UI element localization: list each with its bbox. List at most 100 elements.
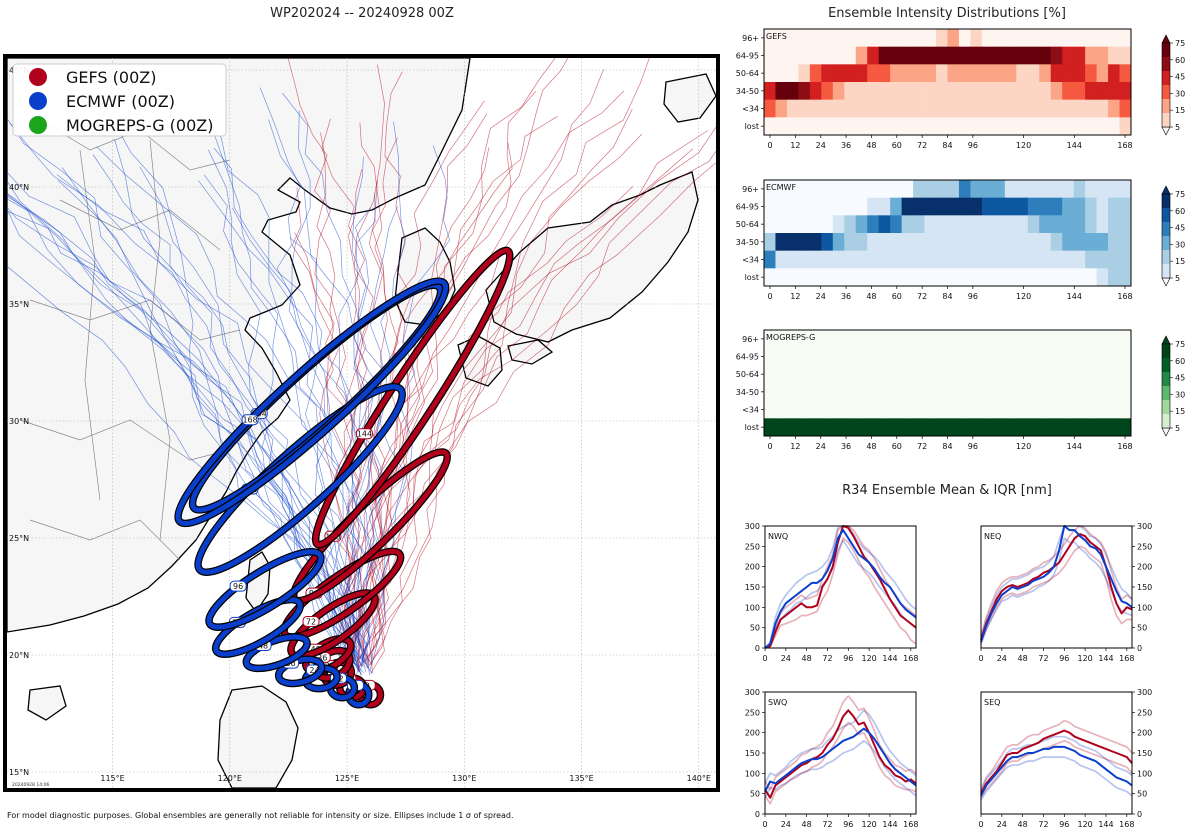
- colorbar-frame: [1161, 42, 1171, 128]
- heatmap-cell: [1027, 46, 1040, 65]
- heatmap-cell: [1027, 365, 1040, 384]
- heatmap-cell: [1050, 117, 1063, 136]
- heatmap-cell: [924, 268, 937, 287]
- heatmap-cell: [1016, 46, 1029, 65]
- heatmap-cell: [1119, 197, 1132, 216]
- colorbar-min-arrow: [1161, 126, 1171, 136]
- gefs-member-tracks: [287, 58, 716, 677]
- r34-x-label: 48: [1018, 820, 1028, 829]
- colorbar-label: 5: [1175, 424, 1180, 433]
- heatmap-cell: [832, 365, 845, 384]
- heatmap-cell: [821, 29, 834, 48]
- heatmap-cell: [1085, 117, 1097, 136]
- heatmap-cell: [1039, 64, 1052, 83]
- heatmap-cell: [958, 400, 971, 419]
- heatmap-x-label: 96: [968, 442, 978, 451]
- heatmap-cell: [1016, 64, 1029, 83]
- heatmap-cell: [855, 365, 868, 384]
- heatmap-y-label: 96+: [742, 185, 759, 194]
- heatmap-cell: [1016, 347, 1029, 366]
- heatmap-cell: [786, 215, 799, 234]
- heatmap-cell: [913, 215, 925, 234]
- heatmap-cell: [821, 46, 834, 65]
- r34-x-label: 144: [882, 654, 897, 663]
- heatmap-cell: [901, 180, 914, 199]
- heatmap-cell: [970, 383, 983, 402]
- r34-y-label: 200: [745, 563, 760, 572]
- heatmap-cell: [775, 99, 788, 118]
- heatmap-cell: [981, 233, 994, 252]
- r34-y-label: 100: [745, 769, 760, 778]
- r34-series-gefs-iqr-low: [764, 721, 917, 805]
- heatmap-cell: [1073, 29, 1086, 48]
- heatmap-cell: [924, 197, 937, 216]
- hainan: [27, 685, 67, 721]
- heatmap-cell: [958, 117, 971, 136]
- lat-label: 15°N: [9, 768, 29, 777]
- heatmap-x-label: 120: [1016, 141, 1031, 150]
- heatmap-cell: [947, 365, 960, 384]
- heatmap-cell: [913, 117, 925, 136]
- heatmap-cell: [1096, 347, 1109, 366]
- r34-x-label: 120: [861, 654, 876, 663]
- heatmap-cell: [1039, 117, 1052, 136]
- heatmap-panel-label: GEFS: [766, 32, 787, 41]
- r34-x-label: 24: [781, 654, 791, 663]
- heatmap-cell: [890, 418, 903, 437]
- heatmap-cell: [821, 233, 834, 252]
- heatmap-cell: [1050, 365, 1063, 384]
- heatmap-cell: [832, 250, 845, 269]
- member-track: [9, 122, 371, 663]
- heatmap-cell: [1016, 117, 1029, 136]
- heatmap-cell: [958, 215, 971, 234]
- heatmap-cell: [786, 82, 799, 101]
- heatmap-cell: [947, 330, 960, 349]
- heatmap-x-label: 84: [942, 442, 952, 451]
- heatmap-cell: [844, 347, 857, 366]
- r34-title: R34 Ensemble Mean & IQR [nm]: [842, 483, 1052, 498]
- r34-y-label: 150: [745, 583, 760, 592]
- heatmap-cell: [764, 347, 776, 366]
- legend-gefs-label: GEFS (00Z): [66, 68, 156, 87]
- heatmap-cell: [764, 64, 776, 83]
- r34-y-label: 200: [1137, 563, 1152, 572]
- heatmap-cell: [1039, 383, 1052, 402]
- heatmap-cell: [1108, 29, 1120, 48]
- r34-x-label: 96: [1059, 654, 1069, 663]
- heatmap-cell: [1096, 365, 1109, 384]
- r34-series-ecmwf-iqr-low: [764, 739, 917, 799]
- heatmap-cell: [947, 400, 960, 419]
- heatmap-cell: [1004, 268, 1017, 287]
- heatmap-cell: [832, 383, 845, 402]
- heatmap-cell: [901, 365, 914, 384]
- heatmap-x-label: 36: [841, 442, 851, 451]
- member-track: [352, 186, 634, 667]
- heatmap-cell: [1027, 117, 1040, 136]
- heatmap-cell: [786, 180, 799, 199]
- heatmap-cell: [981, 29, 994, 48]
- r34-x-label: 72: [1038, 654, 1048, 663]
- colorbar-segment: [1162, 372, 1170, 386]
- heatmap-cell: [1073, 117, 1086, 136]
- heatmap-cell: [1096, 180, 1109, 199]
- heatmap-cell: [1096, 330, 1109, 349]
- colorbar-label: 15: [1175, 257, 1185, 266]
- heatmap-cell: [1108, 46, 1120, 65]
- heatmap-cell: [1016, 418, 1029, 437]
- heatmap-x-label: 72: [917, 292, 927, 301]
- heatmap-cell: [867, 215, 880, 234]
- heatmap-cell: [786, 46, 799, 65]
- colorbar-segment: [1162, 264, 1170, 278]
- r34-y-label: 250: [1137, 708, 1152, 717]
- r34-y-label: 50: [750, 790, 760, 799]
- legend-gefs-marker: [29, 68, 47, 86]
- heatmap-cell: [855, 82, 868, 101]
- heatmap-cell: [809, 99, 822, 118]
- heatmap-cell: [867, 400, 880, 419]
- r34-panel-nwq: NWQ 0 24 48 72 96 120 144 168 0 50 100 150 200 250 300: [745, 522, 919, 663]
- colorbar-label: 15: [1175, 407, 1185, 416]
- heatmap-cell: [924, 29, 937, 48]
- heatmap-y-label: <34: [742, 105, 759, 114]
- heatmap-cell: [913, 418, 925, 437]
- heatmap-cell: [1119, 400, 1132, 419]
